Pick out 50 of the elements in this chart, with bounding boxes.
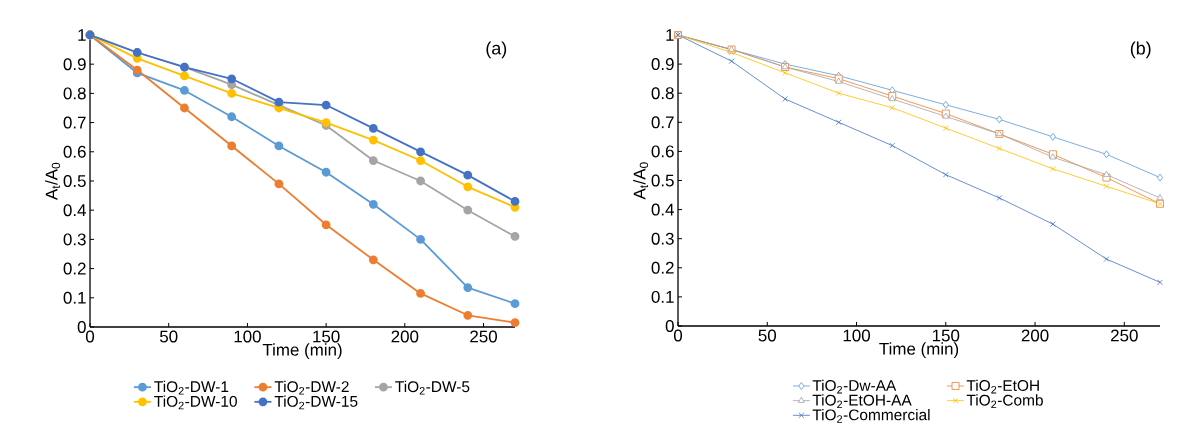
y-tick-label: 0.3 <box>651 232 674 245</box>
legend-label: TiO$_{2}$-DW-5 <box>395 380 470 395</box>
x-tick-label: 50 <box>758 329 777 342</box>
x-tick-label: 50 <box>159 330 178 343</box>
x-tick-label: 250 <box>1111 329 1138 342</box>
y-tick-label: 0.6 <box>63 145 86 158</box>
y-tick-label: 0.8 <box>651 87 674 100</box>
y-tick-label: 0.7 <box>651 116 674 129</box>
annotation: (b) <box>1130 41 1151 59</box>
legend-label: TiO$_{2}$-DW-10 <box>154 395 237 410</box>
y-tick-label: 1 <box>78 29 86 41</box>
y-tick-label: 0.6 <box>651 145 674 158</box>
y-tick-label: 0.4 <box>63 204 86 217</box>
x-tick-label: 200 <box>391 330 419 343</box>
y-tick-label: 1 <box>666 29 674 41</box>
y-tick-label: 0.9 <box>63 58 86 71</box>
x-tick-label: 100 <box>234 330 261 343</box>
x-tick-label: 250 <box>470 330 497 343</box>
y-tick-label: 0.2 <box>63 262 86 275</box>
x-tick-label: 200 <box>1021 329 1049 342</box>
x-tick-label: 100 <box>843 329 870 342</box>
y-axis-title: A$_{t}$/A$_{0}$ <box>45 162 61 201</box>
y-tick-label: 0.3 <box>63 233 86 246</box>
x-tick-label: 150 <box>932 329 960 342</box>
legend-label: TiO$_{2}$-DW-15 <box>274 395 358 410</box>
legend-label: TiO$_{2}$-EtOH <box>966 379 1039 394</box>
annotation: (a) <box>486 41 507 59</box>
legend-label: TiO$_{2}$-EtOH-AA <box>812 394 912 409</box>
y-axis-title: A$_{t}$/A$_{0}$ <box>633 162 649 200</box>
y-tick-label: 0.4 <box>651 203 674 216</box>
y-tick-label: 0.5 <box>651 174 674 187</box>
x-axis-title: Time (min) <box>262 343 342 360</box>
x-tick-label: 150 <box>313 330 340 343</box>
y-tick-label: 0.9 <box>651 58 674 71</box>
y-tick-label: 0.1 <box>651 290 674 303</box>
y-tick-label: 0.2 <box>651 261 674 274</box>
y-tick-label: 0 <box>665 319 674 332</box>
legend-label: TiO$_{2}$-DW-2 <box>274 380 349 395</box>
y-tick-label: 0.8 <box>63 87 86 100</box>
legend-label: TiO$_{2}$-Dw-AA <box>812 379 897 394</box>
x-tick-label: 0 <box>673 329 683 342</box>
y-tick-label: 0.7 <box>63 116 86 129</box>
y-tick-label: 0.5 <box>63 174 86 187</box>
x-axis-title: Time (min) <box>879 342 959 359</box>
y-tick-label: 0.1 <box>63 291 86 304</box>
legend-label: TiO$_{2}$-Comb <box>966 394 1043 409</box>
x-tick-label: 0 <box>85 330 95 343</box>
legend-label: TiO$_{2}$-Commercial <box>812 408 930 423</box>
y-tick-label: 0 <box>77 320 86 333</box>
legend-label: TiO$_{2}$-DW-1 <box>154 380 229 395</box>
